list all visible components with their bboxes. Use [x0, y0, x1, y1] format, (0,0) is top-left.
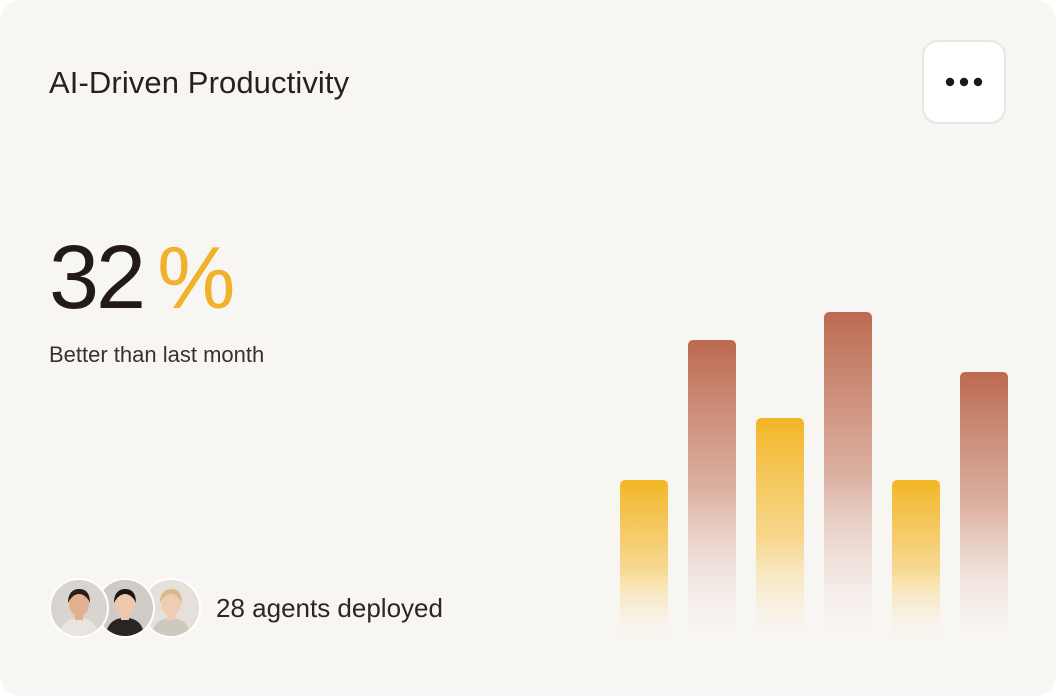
card-title: AI-Driven Productivity	[49, 65, 350, 100]
bar-4	[824, 312, 872, 640]
metric-value: 32	[49, 228, 146, 328]
bar-5	[892, 480, 940, 640]
avatar-man[interactable]	[49, 578, 109, 638]
productivity-bar-chart	[620, 312, 1008, 640]
bar-2	[688, 340, 736, 640]
metric: 32 %	[49, 228, 235, 328]
bar-1	[620, 480, 668, 640]
agents-deployed-label: 28 agents deployed	[216, 593, 443, 623]
metric-unit: %	[157, 228, 236, 327]
metric-subtitle: Better than last month	[49, 342, 265, 367]
person-icon	[51, 580, 107, 636]
bar-6	[960, 372, 1008, 640]
more-options-button[interactable]	[922, 40, 1006, 124]
avatar-group[interactable]	[49, 578, 201, 638]
more-horizontal-icon	[945, 77, 983, 87]
bar-3	[756, 418, 804, 640]
